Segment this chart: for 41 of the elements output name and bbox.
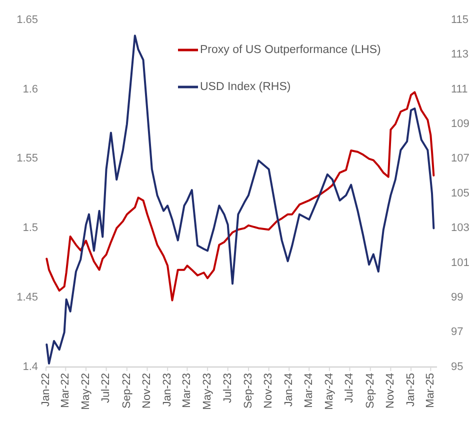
x-tick-label: Sep-23 <box>242 373 254 408</box>
x-tick-label: Jul-23 <box>222 373 234 403</box>
x-tick-label: Nov-24 <box>384 373 397 408</box>
y2-tick-label: 115 <box>451 14 469 26</box>
y2-tick-label: 101 <box>451 256 469 269</box>
legend-label: USD Index (RHS) <box>200 81 291 94</box>
y-tick-label: 1.65 <box>16 14 38 26</box>
x-tick-label: Jan-22 <box>40 373 52 407</box>
x-tick-label: Mar-24 <box>303 373 316 408</box>
x-tick-label: Jul-22 <box>100 373 112 403</box>
x-tick-label: Sep-22 <box>120 373 133 408</box>
x-tick-label: Jan-25 <box>404 373 417 407</box>
y2-tick-label: 107 <box>451 152 469 165</box>
y2-tick-label: 111 <box>451 83 468 96</box>
x-tick-label: Mar-22 <box>60 373 72 408</box>
y2-tick-label: 103 <box>451 222 469 234</box>
y-tick-label: 1.45 <box>16 292 38 304</box>
x-tick-label: Jan-23 <box>161 373 174 407</box>
y-tick-label: 1.5 <box>22 222 38 234</box>
y2-tick-label: 109 <box>451 118 469 130</box>
x-tick-label: Jan-24 <box>283 373 296 407</box>
y2-tick-label: 105 <box>451 187 469 200</box>
x-tick-label: May-23 <box>201 373 214 410</box>
line-series <box>46 91 435 302</box>
y2-tick-label: 95 <box>451 360 464 373</box>
line-series <box>46 34 435 365</box>
x-tick-label: Sep-24 <box>364 373 376 408</box>
x-tick-label: Nov-22 <box>141 373 154 408</box>
x-tick-label: Jul-24 <box>344 373 356 403</box>
x-tick-label: May-24 <box>323 373 336 410</box>
x-tick-label: May-22 <box>80 373 92 410</box>
x-tick-label: Mar-25 <box>424 373 437 408</box>
y2-tick-label: 113 <box>451 48 469 61</box>
y2-tick-label: 97 <box>451 326 464 338</box>
y-tick-label: 1.55 <box>16 152 38 165</box>
y-tick-label: 1.6 <box>22 83 38 96</box>
legend-label: Proxy of US Outperformance (LHS) <box>200 44 382 56</box>
x-tick-label: Mar-23 <box>181 373 194 408</box>
y2-tick-label: 99 <box>451 292 464 304</box>
y-tick-label: 1.4 <box>22 360 38 373</box>
x-tick-label: Nov-23 <box>262 373 275 408</box>
